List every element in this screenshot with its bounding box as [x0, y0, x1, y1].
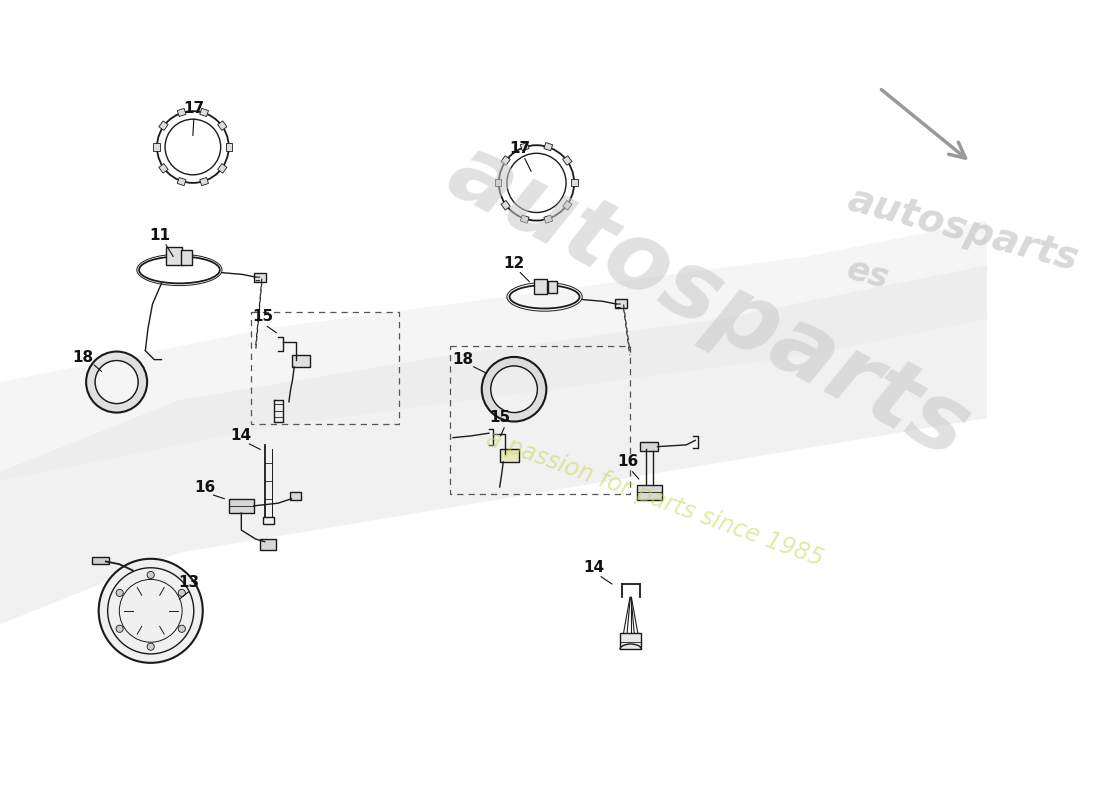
Text: 15: 15	[252, 309, 274, 324]
Polygon shape	[227, 143, 232, 150]
Polygon shape	[543, 215, 552, 223]
Bar	[166, 247, 183, 266]
Circle shape	[117, 625, 123, 632]
Polygon shape	[500, 156, 510, 166]
Bar	[637, 486, 662, 499]
Polygon shape	[177, 108, 186, 117]
Bar	[229, 498, 254, 513]
Polygon shape	[177, 178, 186, 186]
Polygon shape	[495, 179, 502, 186]
Wedge shape	[86, 351, 147, 413]
Bar	[620, 634, 641, 650]
Text: 17: 17	[184, 101, 205, 116]
Text: 15: 15	[490, 410, 510, 426]
Bar	[289, 491, 300, 501]
Text: 16: 16	[617, 454, 639, 470]
Polygon shape	[520, 215, 529, 223]
Circle shape	[147, 643, 154, 650]
Text: 14: 14	[230, 428, 251, 443]
Bar	[548, 281, 557, 294]
Text: autosparts: autosparts	[432, 126, 984, 478]
Bar	[261, 539, 276, 550]
Bar	[92, 557, 109, 564]
Polygon shape	[563, 201, 572, 210]
Circle shape	[117, 590, 123, 597]
Bar	[639, 442, 658, 451]
Polygon shape	[543, 142, 552, 150]
Bar	[450, 346, 630, 494]
Polygon shape	[200, 108, 209, 117]
Text: a passion for parts since 1985: a passion for parts since 1985	[483, 426, 827, 571]
Bar	[254, 273, 266, 282]
Text: 16: 16	[194, 481, 216, 495]
Text: 18: 18	[452, 352, 473, 367]
Bar	[182, 250, 192, 265]
Polygon shape	[563, 156, 572, 166]
Text: 12: 12	[504, 256, 525, 271]
Circle shape	[178, 590, 186, 597]
Text: 14: 14	[583, 560, 605, 575]
Bar	[615, 298, 627, 307]
Text: 17: 17	[509, 142, 531, 156]
PathPatch shape	[0, 266, 987, 624]
Bar	[251, 312, 399, 424]
Polygon shape	[520, 142, 529, 150]
Text: es: es	[844, 253, 893, 296]
Text: 13: 13	[178, 574, 199, 590]
Bar	[263, 517, 274, 524]
Wedge shape	[482, 357, 547, 422]
Bar	[534, 279, 547, 294]
Circle shape	[99, 558, 202, 663]
Text: autosparts: autosparts	[844, 181, 1082, 278]
Polygon shape	[200, 178, 209, 186]
Polygon shape	[153, 143, 159, 150]
Text: 18: 18	[72, 350, 94, 366]
Text: 11: 11	[150, 228, 170, 243]
Polygon shape	[158, 121, 168, 130]
Polygon shape	[500, 201, 510, 210]
Circle shape	[147, 571, 154, 578]
Polygon shape	[572, 179, 578, 186]
PathPatch shape	[0, 221, 987, 481]
Bar	[499, 450, 519, 462]
Circle shape	[178, 625, 186, 632]
Polygon shape	[218, 164, 227, 173]
Polygon shape	[218, 121, 227, 130]
Bar	[292, 355, 309, 367]
Polygon shape	[158, 164, 168, 173]
